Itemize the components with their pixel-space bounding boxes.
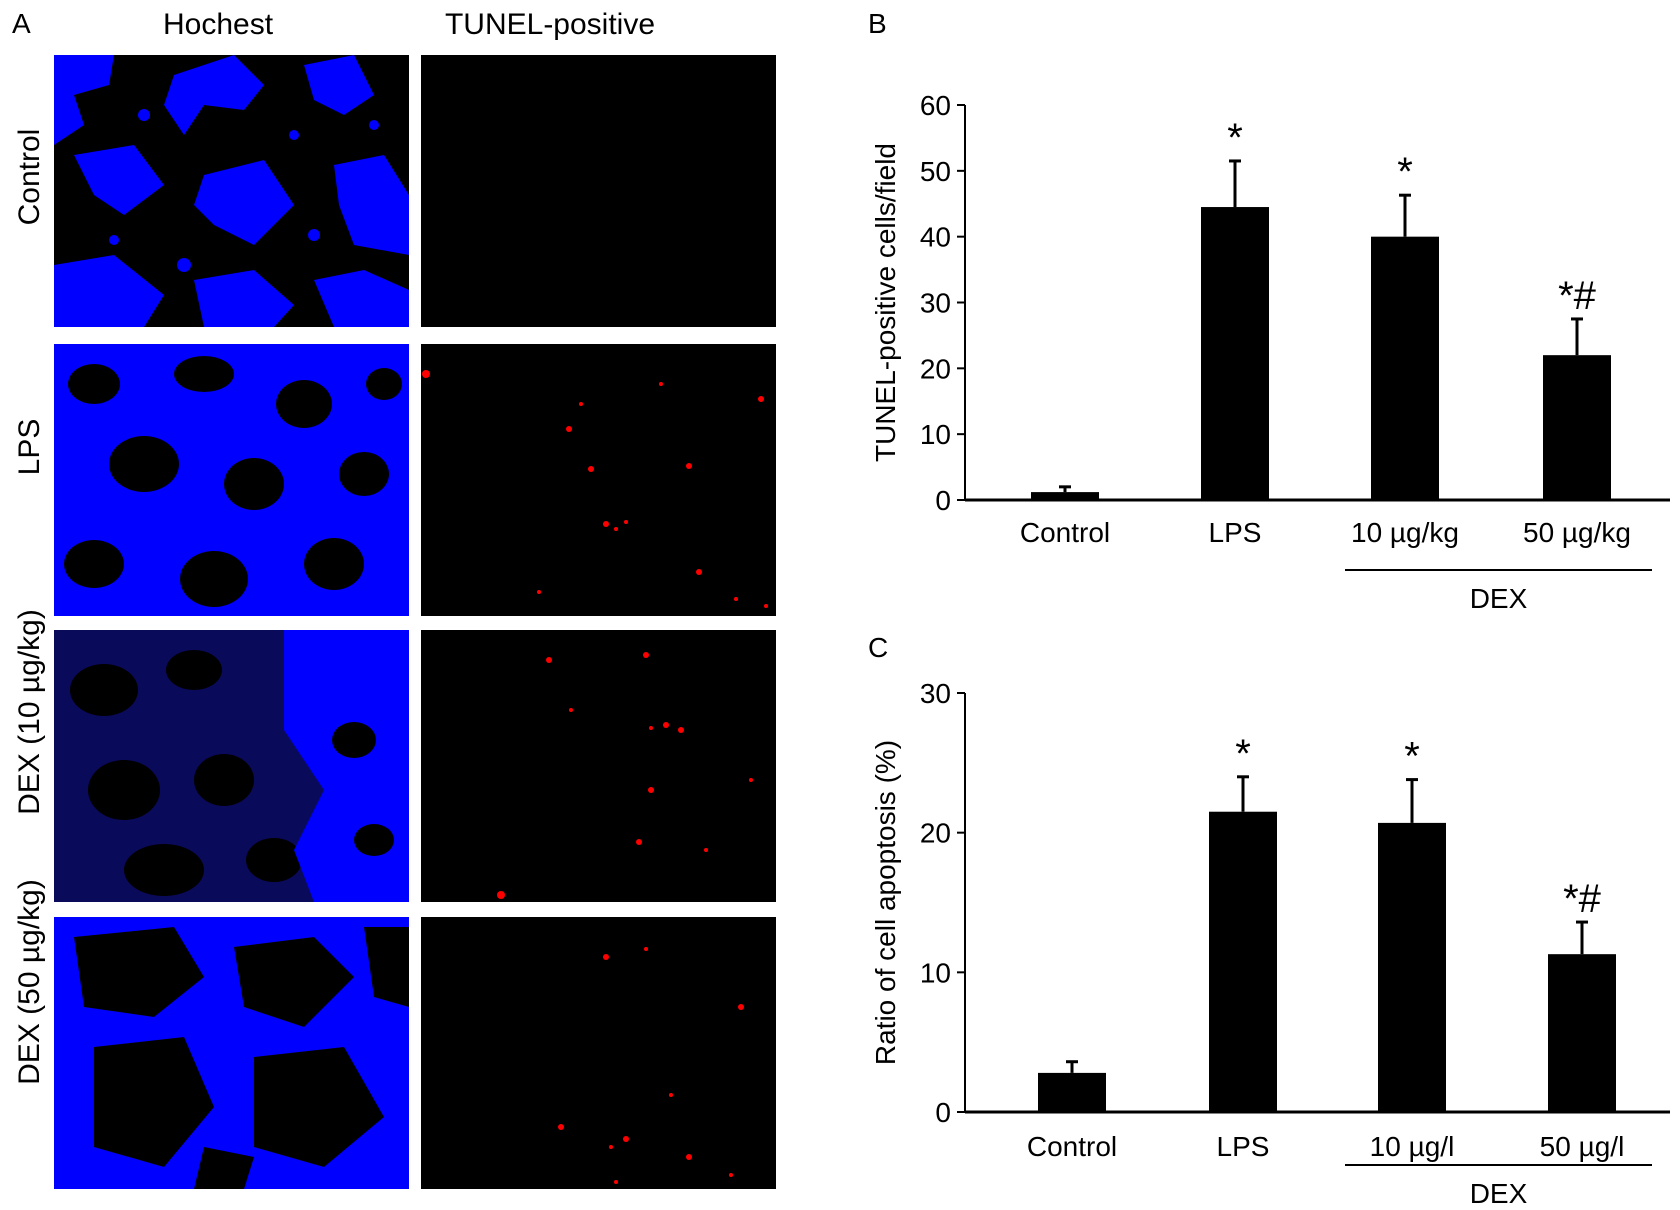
- x-tick-label: Control: [1020, 517, 1110, 548]
- panel-a-letter: A: [12, 8, 31, 39]
- micrograph-lps-tunel: [421, 344, 776, 616]
- y-tick-label: 60: [920, 90, 951, 121]
- bar: [1209, 811, 1277, 1112]
- significance-marker: *: [1235, 732, 1251, 776]
- y-tick-label: 50: [920, 156, 951, 187]
- significance-marker: *#: [1563, 877, 1602, 921]
- micrograph-control-hoechst: [54, 55, 409, 327]
- x-tick-label: 50 µg/l: [1540, 1131, 1625, 1162]
- x-tick-label: 10 µg/kg: [1351, 517, 1459, 548]
- y-tick-label: 30: [920, 678, 951, 709]
- significance-marker: *: [1397, 150, 1413, 194]
- x-tick-label: 50 µg/kg: [1523, 517, 1631, 548]
- row-label-control: Control: [13, 128, 46, 226]
- row-label-lps: LPS: [13, 418, 46, 476]
- micrograph-dex50-tunel: [421, 917, 776, 1189]
- group-label: DEX: [1470, 1178, 1528, 1209]
- panel-c-letter: C: [868, 632, 889, 663]
- y-tick-label: 20: [920, 818, 951, 849]
- row-label-dex-50: DEX (50 µg/kg): [13, 879, 46, 1085]
- y-tick-label: 20: [920, 353, 951, 384]
- significance-marker: *: [1404, 735, 1420, 779]
- row-label-dex-10: DEX (10 µg/kg): [13, 609, 46, 815]
- chart-b: 0 10 20 30 40 50 60 TUNEL-positive cells/field C…: [870, 90, 1670, 614]
- y-axis-label: Ratio of cell apoptosis (%): [870, 740, 901, 1065]
- y-tick-label: 0: [935, 485, 951, 516]
- bar: [1378, 822, 1446, 1112]
- micrograph-dex10-tunel: [421, 630, 776, 902]
- significance-marker: *#: [1558, 274, 1597, 318]
- bar: [1543, 355, 1611, 500]
- bar: [1371, 236, 1439, 500]
- x-tick-label: LPS: [1209, 517, 1262, 548]
- y-axis-label: TUNEL-positive cells/field: [870, 143, 901, 462]
- bar: [1031, 492, 1099, 500]
- micrograph-control-tunel: [421, 55, 776, 327]
- x-tick-label: LPS: [1217, 1131, 1270, 1162]
- significance-marker: *: [1227, 116, 1243, 160]
- chart-c: 0 10 20 30 Ratio of cell apoptosis (%) Contro…: [870, 678, 1670, 1209]
- x-tick-label: Control: [1027, 1131, 1117, 1162]
- y-tick-label: 30: [920, 288, 951, 319]
- column-header-tunel: TUNEL-positive: [444, 8, 656, 41]
- panel-b-letter: B: [868, 8, 887, 39]
- group-label: DEX: [1470, 583, 1528, 614]
- micrograph-dex50-hoechst: [54, 917, 409, 1189]
- bar: [1201, 207, 1269, 500]
- bar: [1548, 954, 1616, 1112]
- y-tick-label: 10: [920, 957, 951, 988]
- y-tick-label: 0: [935, 1097, 951, 1128]
- y-tick-label: 10: [920, 419, 951, 450]
- micrograph-lps-hoechst: [54, 344, 409, 616]
- column-header-hoechst: Hochest: [162, 8, 274, 41]
- x-tick-label: 10 µg/l: [1370, 1131, 1455, 1162]
- y-tick-label: 40: [920, 222, 951, 253]
- micrograph-dex10-hoechst: [54, 630, 409, 902]
- bar: [1038, 1072, 1106, 1112]
